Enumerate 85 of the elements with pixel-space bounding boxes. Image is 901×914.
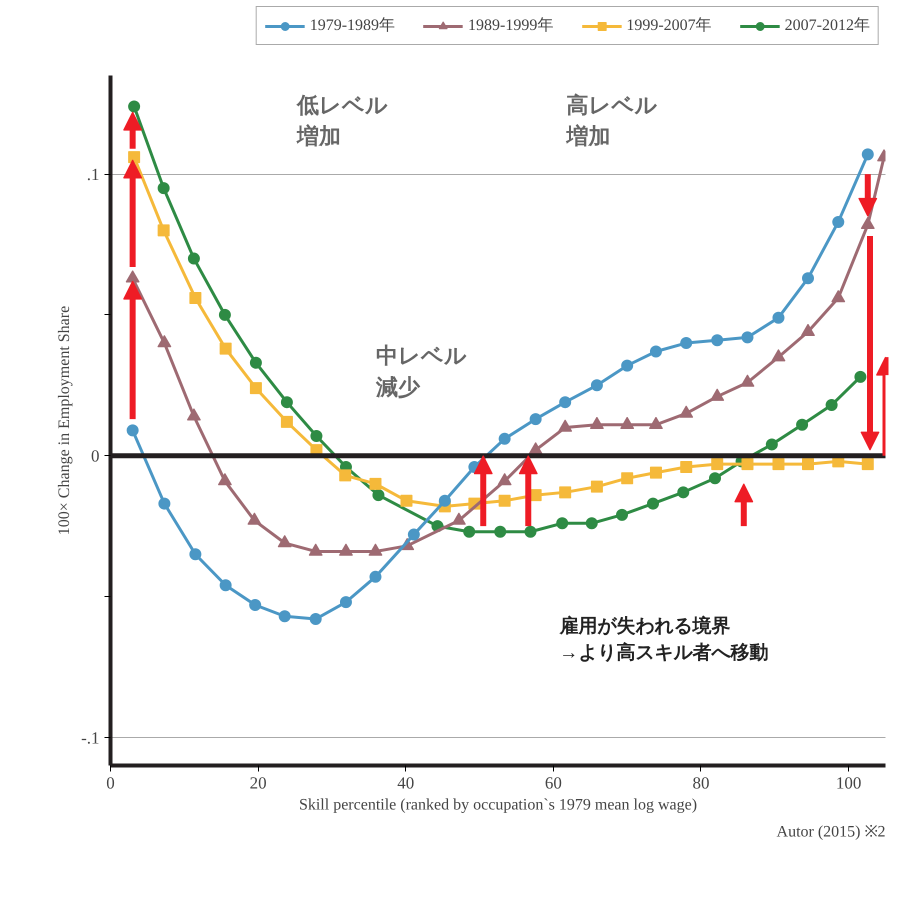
point bbox=[400, 494, 412, 507]
point bbox=[711, 458, 724, 470]
point bbox=[862, 148, 874, 160]
point bbox=[677, 486, 690, 498]
annotation: 高レベル増加 bbox=[566, 92, 658, 149]
y-tick-label: .1 bbox=[86, 165, 100, 184]
point bbox=[310, 613, 322, 626]
point bbox=[524, 526, 536, 538]
x-tick-label: 40 bbox=[397, 774, 414, 792]
point bbox=[711, 334, 724, 346]
x-tick-label: 100 bbox=[836, 774, 862, 792]
point bbox=[854, 370, 866, 383]
point bbox=[680, 337, 692, 350]
point bbox=[189, 548, 202, 560]
point bbox=[621, 472, 634, 484]
legend-label: 2007-2012年 bbox=[784, 16, 870, 36]
point bbox=[372, 489, 384, 502]
point bbox=[250, 356, 262, 369]
point bbox=[621, 360, 634, 372]
point bbox=[772, 312, 784, 324]
point bbox=[340, 596, 352, 608]
y-tick-label: -.1 bbox=[81, 728, 100, 748]
point bbox=[463, 526, 476, 538]
point bbox=[128, 151, 140, 164]
point bbox=[530, 413, 542, 426]
point bbox=[126, 424, 139, 436]
point bbox=[832, 216, 844, 228]
x-tick-label: 0 bbox=[106, 774, 115, 792]
point bbox=[494, 526, 506, 538]
x-axis-title: Skill percentile (ranked by occupation`s 1979 mean log wage) bbox=[298, 796, 698, 814]
point bbox=[498, 494, 511, 507]
x-tick-label: 20 bbox=[250, 774, 267, 792]
x-tick-label: 60 bbox=[544, 774, 562, 792]
point bbox=[862, 458, 874, 470]
point bbox=[559, 396, 572, 408]
point bbox=[772, 458, 784, 470]
point bbox=[741, 331, 754, 344]
point bbox=[616, 508, 628, 521]
point bbox=[278, 610, 291, 622]
point bbox=[590, 379, 603, 392]
point bbox=[249, 598, 262, 611]
annotation: 中レベル減少 bbox=[375, 343, 468, 400]
point bbox=[709, 472, 721, 484]
legend-label: 1979-1989年 bbox=[310, 16, 396, 36]
point bbox=[339, 469, 352, 482]
point bbox=[590, 480, 603, 493]
y-axis-title: 100× Change in Employment Share bbox=[56, 306, 74, 536]
point bbox=[188, 252, 200, 265]
point bbox=[802, 458, 814, 470]
point bbox=[189, 292, 202, 304]
point bbox=[766, 438, 778, 450]
legend-label: 1989-1999年 bbox=[468, 16, 554, 36]
annotation: 低レベル増加 bbox=[296, 92, 388, 149]
point bbox=[218, 308, 231, 321]
point bbox=[498, 432, 511, 445]
point bbox=[586, 517, 598, 530]
point bbox=[802, 272, 814, 284]
y-tick-label: 0 bbox=[91, 446, 100, 466]
point bbox=[559, 486, 572, 498]
point bbox=[158, 498, 170, 510]
point bbox=[310, 430, 322, 442]
point bbox=[826, 399, 838, 411]
point bbox=[680, 460, 692, 473]
point bbox=[438, 494, 451, 507]
point bbox=[280, 396, 293, 408]
point bbox=[369, 570, 382, 583]
point bbox=[650, 346, 662, 358]
point bbox=[647, 498, 659, 510]
point bbox=[250, 382, 262, 394]
point bbox=[220, 579, 232, 592]
point bbox=[408, 528, 420, 541]
point bbox=[220, 342, 232, 355]
text: Autor (2015) ※2 bbox=[776, 824, 886, 840]
point bbox=[741, 458, 754, 470]
legend-label: 1999-2007年 bbox=[626, 16, 712, 36]
point bbox=[158, 224, 170, 236]
x-tick-label: 80 bbox=[692, 774, 710, 792]
point bbox=[556, 517, 568, 530]
point bbox=[369, 478, 382, 490]
point bbox=[158, 182, 170, 194]
point bbox=[650, 466, 662, 479]
point bbox=[280, 416, 293, 428]
annotation: 雇用が失われる境界→より高スキル者へ移動 bbox=[558, 615, 768, 664]
point bbox=[128, 100, 140, 112]
point bbox=[796, 418, 808, 431]
